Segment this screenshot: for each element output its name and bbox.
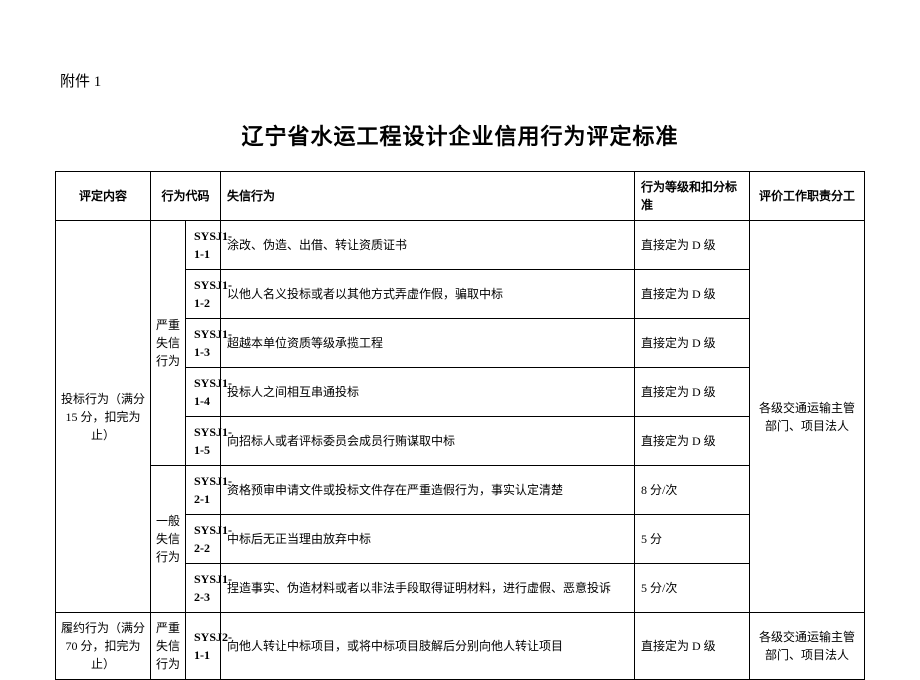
- code-cell: SYSJ1-1-1: [186, 221, 221, 270]
- behavior-cell: 资格预审申请文件或投标文件存在严重造假行为，事实认定清楚: [221, 466, 635, 515]
- subcategory-cell: 一般失信行为: [151, 466, 186, 613]
- grade-cell: 直接定为 D 级: [635, 221, 750, 270]
- subcategory-cell: 严重失信行为: [151, 221, 186, 466]
- code-cell: SYSJ1-1-3: [186, 319, 221, 368]
- code-cell: SYSJ1-2-1: [186, 466, 221, 515]
- behavior-cell: 超越本单位资质等级承揽工程: [221, 319, 635, 368]
- behavior-cell: 以他人名义投标或者以其他方式弄虚作假，骗取中标: [221, 270, 635, 319]
- grade-cell: 直接定为 D 级: [635, 417, 750, 466]
- code-cell: SYSJ1-2-3: [186, 564, 221, 613]
- category-cell: 履约行为（满分 70 分，扣完为止）: [56, 613, 151, 680]
- responsibility-cell: 各级交通运输主管部门、项目法人: [750, 221, 865, 613]
- grade-cell: 直接定为 D 级: [635, 319, 750, 368]
- table-row: 投标行为（满分 15 分，扣完为止） 严重失信行为 SYSJ1-1-1 涂改、伪…: [56, 221, 865, 270]
- category-cell: 投标行为（满分 15 分，扣完为止）: [56, 221, 151, 613]
- header-grade: 行为等级和扣分标准: [635, 172, 750, 221]
- behavior-cell: 中标后无正当理由放弃中标: [221, 515, 635, 564]
- criteria-table: 评定内容 行为代码 失信行为 行为等级和扣分标准 评价工作职责分工 投标行为（满…: [55, 171, 865, 680]
- behavior-cell: 捏造事实、伪造材料或者以非法手段取得证明材料，进行虚假、恶意投诉: [221, 564, 635, 613]
- table-row: 履约行为（满分 70 分，扣完为止） 严重失信行为 SYSJ2-1-1 向他人转…: [56, 613, 865, 680]
- header-behavior: 失信行为: [221, 172, 635, 221]
- grade-cell: 8 分/次: [635, 466, 750, 515]
- behavior-cell: 涂改、伪造、出借、转让资质证书: [221, 221, 635, 270]
- grade-cell: 直接定为 D 级: [635, 613, 750, 680]
- attachment-label: 附件 1: [60, 70, 865, 91]
- header-row: 评定内容 行为代码 失信行为 行为等级和扣分标准 评价工作职责分工: [56, 172, 865, 221]
- responsibility-cell: 各级交通运输主管部门、项目法人: [750, 613, 865, 680]
- behavior-cell: 向招标人或者评标委员会成员行贿谋取中标: [221, 417, 635, 466]
- grade-cell: 直接定为 D 级: [635, 270, 750, 319]
- code-cell: SYSJ2-1-1: [186, 613, 221, 680]
- grade-cell: 直接定为 D 级: [635, 368, 750, 417]
- code-cell: SYSJ1-2-2: [186, 515, 221, 564]
- header-category: 评定内容: [56, 172, 151, 221]
- header-code: 行为代码: [151, 172, 221, 221]
- behavior-cell: 向他人转让中标项目，或将中标项目肢解后分别向他人转让项目: [221, 613, 635, 680]
- code-cell: SYSJ1-1-4: [186, 368, 221, 417]
- table-row: 一般失信行为 SYSJ1-2-1 资格预审申请文件或投标文件存在严重造假行为，事…: [56, 466, 865, 515]
- grade-cell: 5 分: [635, 515, 750, 564]
- header-responsibility: 评价工作职责分工: [750, 172, 865, 221]
- page-title: 辽宁省水运工程设计企业信用行为评定标准: [55, 119, 865, 151]
- behavior-cell: 投标人之间相互串通投标: [221, 368, 635, 417]
- grade-cell: 5 分/次: [635, 564, 750, 613]
- code-cell: SYSJ1-1-2: [186, 270, 221, 319]
- code-cell: SYSJ1-1-5: [186, 417, 221, 466]
- subcategory-cell: 严重失信行为: [151, 613, 186, 680]
